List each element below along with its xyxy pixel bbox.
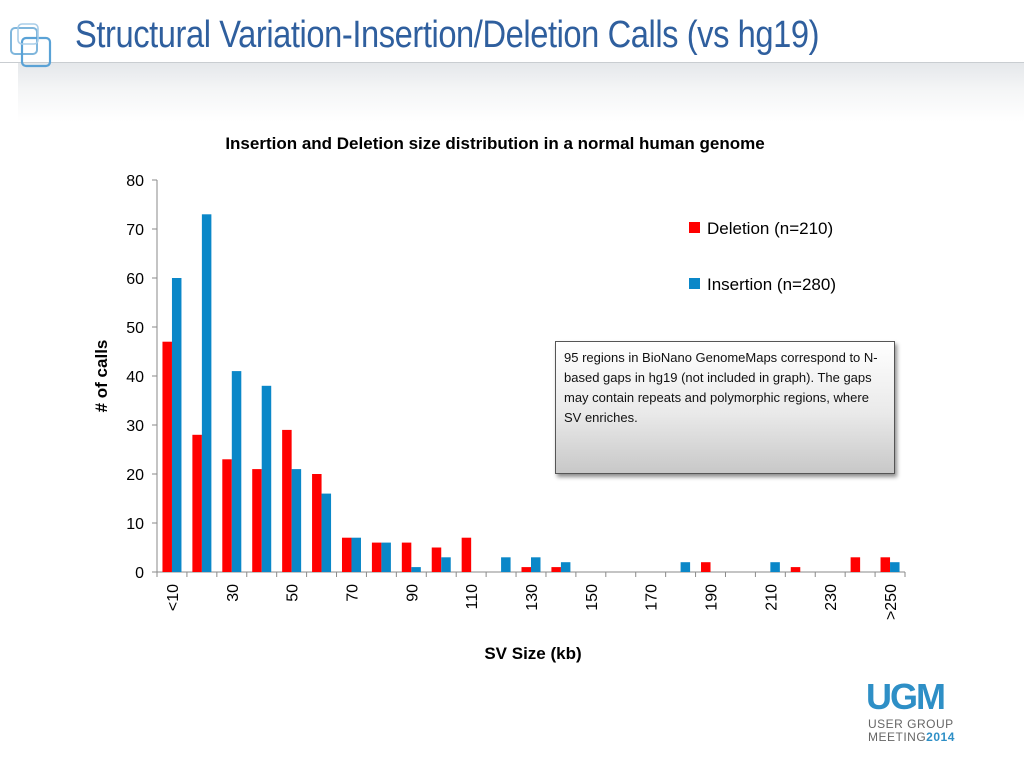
deletion-bar <box>222 459 232 572</box>
x-tick-label: 50 <box>285 584 302 602</box>
header-band <box>18 62 1024 122</box>
insertion-bar <box>890 562 900 572</box>
insertion-bar <box>291 469 302 572</box>
x-tick-label: 150 <box>584 584 601 611</box>
chart-labels: 0 10 20 30 40 50 60 70 80 <10 30 50 70 90 110 130 150 170… <box>92 173 900 663</box>
x-tick-label: 110 <box>464 584 481 610</box>
y-tick-label: 50 <box>126 320 144 337</box>
y-tick-label: 30 <box>126 418 144 435</box>
insertion-bar <box>770 562 780 572</box>
x-tick-label: 130 <box>524 584 541 611</box>
insertion-bar <box>261 385 272 572</box>
deletion-bar <box>192 434 202 572</box>
ugm-logo-letters: UGM <box>866 676 946 717</box>
insertion-bar <box>501 557 511 572</box>
y-tick-label: 70 <box>126 222 144 239</box>
x-axis-title: SV Size (kb) <box>484 644 581 663</box>
insertion-bar <box>680 562 691 572</box>
x-tick-label: 70 <box>344 584 361 602</box>
chart-legend: Deletion (n=210) Insertion (n=280) <box>689 219 836 294</box>
ugm-logo-meeting: MEETING <box>868 730 927 744</box>
chart-bars <box>162 214 900 573</box>
deletion-bar <box>880 557 891 572</box>
insertion-bar <box>351 537 361 572</box>
header-divider <box>0 62 1024 63</box>
overlapping-squares-icon <box>10 23 52 68</box>
y-tick-label: 0 <box>135 565 144 582</box>
ugm-logo: UGM USER GROUP MEETING2014 <box>866 677 976 745</box>
ugm-logo-line1: USER GROUP <box>868 717 954 731</box>
y-tick-label: 20 <box>126 467 144 484</box>
insertion-bar <box>231 371 242 572</box>
x-tick-label: 230 <box>823 584 840 611</box>
legend-insertion-label: Insertion (n=280) <box>707 275 836 294</box>
insertion-bar <box>560 562 571 572</box>
slide-title: Structural Variation-Insertion/Deletion … <box>75 14 820 56</box>
deletion-bar <box>282 429 292 572</box>
insertion-bar <box>531 557 541 572</box>
insertion-bar <box>321 493 332 572</box>
deletion-bar <box>252 469 262 572</box>
y-tick-label: 40 <box>126 369 144 386</box>
deletion-bar <box>461 537 472 572</box>
y-tick-label: 80 <box>126 173 144 190</box>
x-tick-label: 210 <box>763 584 780 611</box>
y-tick-label: 60 <box>126 271 144 288</box>
legend-deletion-label: Deletion (n=210) <box>707 219 833 238</box>
chart-title: Insertion and Deletion size distribution… <box>225 134 765 153</box>
x-tick-label: 170 <box>644 584 661 611</box>
deletion-bar <box>521 567 531 572</box>
ugm-logo-line2: MEETING2014 <box>868 730 955 744</box>
deletion-bar <box>431 547 442 572</box>
insertion-bar <box>381 542 391 572</box>
insertion-bar <box>171 278 182 572</box>
legend-insertion-swatch <box>689 278 700 289</box>
deletion-bar <box>312 474 322 572</box>
x-tick-label: >250 <box>883 584 900 620</box>
deletion-bar <box>341 537 352 572</box>
x-tick-label: 90 <box>404 584 421 602</box>
insertion-bar <box>201 214 212 573</box>
y-axis-title: # of calls <box>92 340 111 413</box>
x-tick-label: <10 <box>165 584 182 611</box>
deletion-bar <box>401 542 412 572</box>
deletion-bar <box>371 542 382 572</box>
y-tick-label: 10 <box>126 516 144 533</box>
deletion-bar <box>790 567 801 572</box>
insertion-bar <box>441 557 451 572</box>
deletion-bar <box>850 557 861 572</box>
gap-note-callout: 95 regions in BioNano GenomeMaps corresp… <box>555 341 895 474</box>
x-tick-label: 190 <box>704 584 721 611</box>
insertion-bar <box>411 567 421 572</box>
deletion-bar <box>551 567 561 572</box>
deletion-bar <box>162 341 172 572</box>
deletion-bar <box>701 562 711 572</box>
ugm-logo-year: 2014 <box>926 730 955 744</box>
x-tick-label: 30 <box>225 584 242 602</box>
legend-deletion-swatch <box>689 222 700 233</box>
